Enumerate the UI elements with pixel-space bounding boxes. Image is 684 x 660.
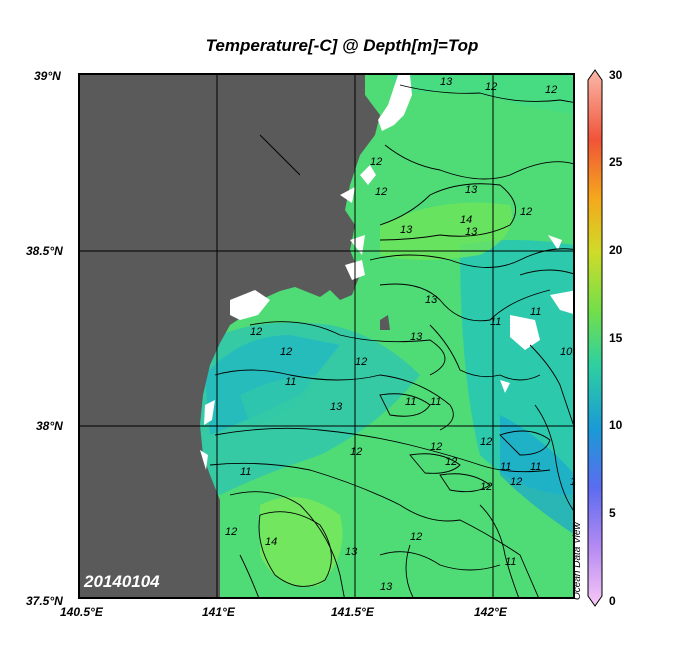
grid-lines xyxy=(80,75,573,597)
credit-text: Ocean Data View xyxy=(572,522,583,600)
colorbar xyxy=(587,69,603,607)
contour-label: 12 xyxy=(485,81,497,93)
colorbar-tick: 25 xyxy=(609,155,623,169)
contour-label: 12 xyxy=(445,456,457,468)
contour-label: 11 xyxy=(530,461,541,473)
contour-label: 13 xyxy=(465,226,478,238)
colorbar-tick: 5 xyxy=(609,506,616,520)
contour-label: 12 xyxy=(510,476,522,488)
lat-tick-label: 38°N xyxy=(36,419,63,433)
colorbar-tick: 30 xyxy=(609,68,623,82)
contour-label: 12 xyxy=(480,481,492,493)
contour-label: 11 xyxy=(500,461,511,473)
contour-label: 12 xyxy=(225,526,237,538)
warm-water-south xyxy=(260,497,343,587)
warm-water-region xyxy=(380,202,512,260)
contour-label: 12 xyxy=(355,356,367,368)
east-cold-region xyxy=(500,415,573,534)
lon-tick-label: 140.5°E xyxy=(60,605,103,619)
lat-tick-label: 39°N xyxy=(34,69,61,83)
lon-tick-label: 141.5°E xyxy=(331,605,374,619)
colorbar-tick: 10 xyxy=(609,418,623,432)
contour-label: 12 xyxy=(350,446,362,458)
colorbar-tick: 0 xyxy=(609,594,616,608)
contour-label: 13 xyxy=(380,581,393,593)
contour-label: 11 xyxy=(530,306,541,318)
lat-tick-label: 38.5°N xyxy=(26,244,63,258)
contour-label: 13 xyxy=(330,401,343,413)
contour-label: 11 xyxy=(490,316,501,328)
date-label: 20140104 xyxy=(84,572,160,591)
plot-title: Temperature[-C] @ Depth[m]=Top xyxy=(205,36,479,55)
lat-tick-label: 37.5°N xyxy=(26,594,63,608)
contour-label: 12 xyxy=(430,441,442,453)
contour-label: 12 xyxy=(520,206,532,218)
contour-label: 13 xyxy=(425,294,438,306)
contour-label: 13 xyxy=(440,76,453,88)
colorbar-tick: 15 xyxy=(609,331,623,345)
contour-label: 10 xyxy=(560,346,573,358)
contour-label: 12 xyxy=(250,326,262,338)
contour-label: 12 xyxy=(480,436,492,448)
contour-label: 13 xyxy=(345,546,358,558)
contour-label: 13 xyxy=(465,184,478,196)
contour-label: 12 xyxy=(370,156,382,168)
contour-label: 11 xyxy=(505,556,516,568)
east-cool-region xyxy=(460,240,573,495)
land-mass xyxy=(80,75,380,597)
contour-label: 11 xyxy=(285,376,296,388)
no-data-patch xyxy=(378,75,412,131)
contour-label: 12 xyxy=(410,531,422,543)
contour-label: 11 xyxy=(405,396,416,408)
colorbar-tick: 20 xyxy=(609,243,623,257)
contour-label: 10 xyxy=(570,476,575,488)
contour-label: 12 xyxy=(280,346,292,358)
map-panel: 13 12 12 13 14 12 13 12 12 13 12 13 11 11 10 12 11 13 12 11… xyxy=(78,73,575,599)
contour-label: 14 xyxy=(265,536,277,548)
contour-label: 12 xyxy=(545,84,557,96)
lon-tick-label: 142°E xyxy=(474,605,507,619)
contour-label-group: 13 12 121314121312121312131111101211131211… xyxy=(225,76,575,593)
lon-tick-label: 141°E xyxy=(202,605,235,619)
contour-label: 11 xyxy=(240,466,251,478)
contour-label: 11 xyxy=(430,396,441,408)
contour-label: 12 xyxy=(375,186,387,198)
map-canvas: 13 12 121314121312121312131111101211131211… xyxy=(80,75,575,597)
contour-label: 13 xyxy=(410,331,423,343)
contour-label: 13 xyxy=(400,224,413,236)
contour-label: 14 xyxy=(460,214,472,226)
